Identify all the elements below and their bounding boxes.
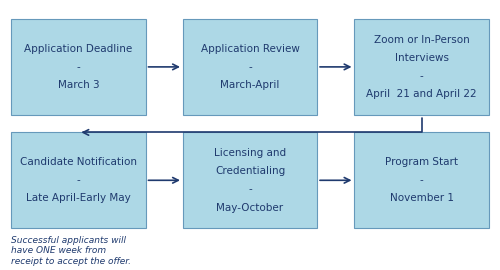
Text: Credentialing: Credentialing <box>215 166 285 176</box>
Text: Late April-Early May: Late April-Early May <box>26 193 131 203</box>
Text: Interviews: Interviews <box>394 53 448 63</box>
Text: May-October: May-October <box>216 202 284 212</box>
FancyBboxPatch shape <box>183 19 317 115</box>
Text: -: - <box>76 175 80 185</box>
Text: Successful applicants will
have ONE week from
receipt to accept the offer.: Successful applicants will have ONE week… <box>12 236 132 265</box>
Text: Zoom or In-Person: Zoom or In-Person <box>374 35 470 45</box>
Text: -: - <box>420 175 424 185</box>
FancyBboxPatch shape <box>354 19 488 115</box>
Text: Application Review: Application Review <box>200 44 300 54</box>
Text: Application Deadline: Application Deadline <box>24 44 132 54</box>
Text: March-April: March-April <box>220 80 280 90</box>
Text: March 3: March 3 <box>58 80 100 90</box>
Text: -: - <box>248 184 252 194</box>
Text: -: - <box>76 62 80 72</box>
Text: Program Start: Program Start <box>385 157 458 167</box>
Text: -: - <box>248 62 252 72</box>
Text: -: - <box>420 71 424 81</box>
FancyBboxPatch shape <box>12 132 145 228</box>
FancyBboxPatch shape <box>183 132 317 228</box>
Text: November 1: November 1 <box>390 193 454 203</box>
FancyBboxPatch shape <box>354 132 488 228</box>
FancyBboxPatch shape <box>12 19 145 115</box>
Text: April  21 and April 22: April 21 and April 22 <box>366 89 477 99</box>
Text: Candidate Notification: Candidate Notification <box>20 157 137 167</box>
Text: Licensing and: Licensing and <box>214 148 286 158</box>
